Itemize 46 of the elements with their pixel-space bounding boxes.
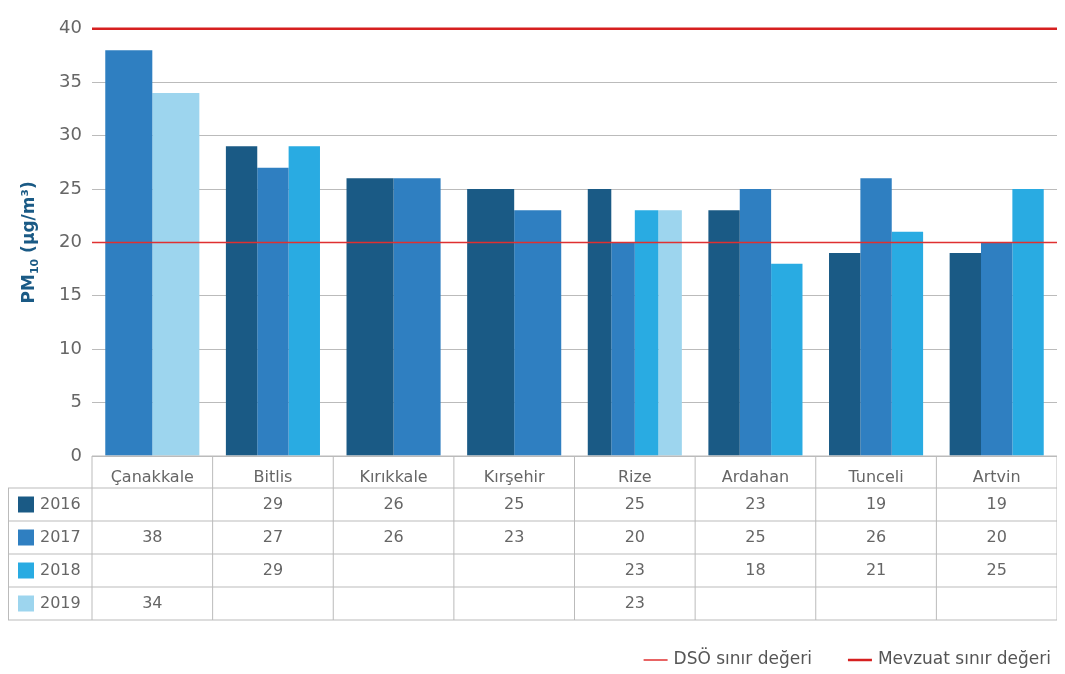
data-label: 25: [624, 493, 645, 513]
data-label: 19: [865, 493, 887, 513]
y-tick-label: 30: [59, 123, 82, 145]
data-label: 25: [745, 526, 766, 546]
legend-label: Mevzuat sınır değeri: [877, 648, 1052, 669]
y-tick-label: 10: [59, 336, 82, 358]
legend-label: 2017: [40, 526, 81, 546]
x-tick-label: Kırşehir: [483, 466, 546, 486]
x-tick-label: Kırıkkale: [359, 466, 428, 486]
data-label: 25: [504, 493, 525, 513]
y-tick-label: 20: [59, 230, 82, 252]
y-tick-label: 0: [70, 443, 82, 465]
data-label: 29: [262, 493, 284, 513]
data-label: 23: [624, 559, 645, 579]
data-label: 34: [142, 592, 163, 612]
data-label: 23: [745, 493, 766, 513]
y-tick-label: 25: [59, 176, 82, 198]
data-label: 21: [865, 559, 887, 579]
data-label: 26: [383, 526, 404, 546]
y-tick-label: 40: [59, 16, 82, 38]
y-axis-title: PM10 (µg/m³): [18, 181, 41, 304]
legend-label: 2018: [40, 559, 81, 579]
data-label: 20: [624, 526, 645, 546]
x-tick-label: Rize: [617, 466, 652, 486]
data-label: 19: [986, 493, 1007, 513]
y-tick-label: 5: [70, 390, 82, 412]
data-label: 25: [986, 559, 1007, 579]
legend-label: 2016: [40, 493, 81, 513]
data-label: 29: [262, 559, 284, 579]
y-tick-label: 35: [59, 69, 82, 91]
data-label: 23: [504, 526, 525, 546]
x-tick-label: Tunceli: [847, 466, 904, 486]
legend-label: DSÖ sınır değeri: [673, 647, 812, 669]
x-tick-label: Ardahan: [721, 466, 790, 486]
data-label: 23: [624, 592, 645, 612]
data-label: 26: [383, 493, 404, 513]
data-label: 26: [865, 526, 887, 546]
legend-label: 2019: [40, 592, 81, 612]
x-tick-label: Artvin: [972, 466, 1021, 486]
x-tick-label: Çanakkale: [110, 466, 194, 486]
data-label: 20: [986, 526, 1007, 546]
data-label: 27: [262, 526, 284, 546]
x-tick-label: Bitlis: [253, 466, 293, 486]
y-tick-label: 15: [59, 283, 82, 305]
data-label: 18: [745, 559, 766, 579]
data-label: 38: [142, 526, 163, 546]
